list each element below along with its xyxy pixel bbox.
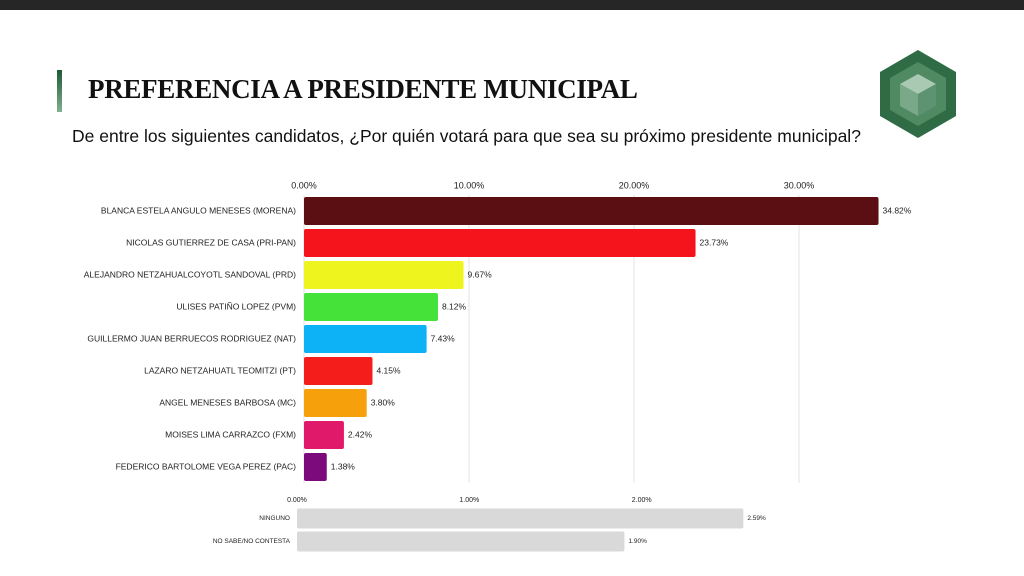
x-tick-label: 2.00% (632, 497, 652, 504)
value-label: 7.43% (431, 333, 456, 343)
x-tick-label: 0.00% (291, 180, 317, 190)
value-label: 23.73% (700, 237, 729, 247)
bar (304, 325, 427, 353)
bar (304, 293, 438, 321)
value-label: 8.12% (442, 301, 467, 311)
bar (304, 197, 879, 225)
category-label: MOISES LIMA CARRAZCO (FXM) (165, 429, 296, 439)
value-label: 1.90% (628, 538, 647, 545)
logo (880, 50, 956, 138)
category-label: NINGUNO (259, 515, 290, 522)
category-label: FEDERICO BARTOLOME VEGA PEREZ (PAC) (116, 461, 297, 471)
value-label: 4.15% (376, 365, 401, 375)
bar (304, 421, 344, 449)
category-label: BLANCA ESTELA ANGULO MENESES (MORENA) (101, 205, 296, 215)
value-label: 9.67% (468, 269, 493, 279)
category-label: LAZARO NETZAHUATL TEOMITZI (PT) (144, 365, 296, 375)
question: De entre los siguientes candidatos, ¿Por… (72, 126, 861, 146)
x-tick-label: 10.00% (454, 180, 485, 190)
value-label: 3.80% (371, 397, 396, 407)
bar (304, 261, 464, 289)
title-accent (57, 70, 62, 112)
bar (304, 453, 327, 481)
bar (304, 357, 373, 385)
value-label: 1.38% (331, 461, 356, 471)
value-label: 2.59% (747, 515, 766, 522)
category-label: ULISES PATIÑO LOPEZ (PVM) (176, 301, 296, 311)
slide-title: PREFERENCIA A PRESIDENTE MUNICIPAL (88, 74, 638, 104)
bar (304, 389, 367, 417)
value-label: 2.42% (348, 429, 373, 439)
x-tick-label: 20.00% (619, 180, 650, 190)
category-label: NICOLAS GUTIERREZ DE CASA (PRI-PAN) (126, 237, 296, 247)
bar (297, 531, 625, 552)
value-label: 34.82% (883, 205, 912, 215)
category-label: NO SABE/NO CONTESTA (213, 538, 291, 545)
category-label: ALEJANDRO NETZAHUALCOYOTL SANDOVAL (PRD) (84, 269, 296, 279)
bar (304, 229, 696, 257)
x-tick-label: 0.00% (287, 497, 307, 504)
category-label: ANGEL MENESES BARBOSA (MC) (159, 397, 296, 407)
x-tick-label: 1.00% (459, 497, 479, 504)
top-bar (0, 0, 1024, 10)
category-label: GUILLERMO JUAN BERRUECOS RODRIGUEZ (NAT) (87, 333, 296, 343)
bar (297, 508, 744, 529)
x-tick-label: 30.00% (784, 180, 815, 190)
